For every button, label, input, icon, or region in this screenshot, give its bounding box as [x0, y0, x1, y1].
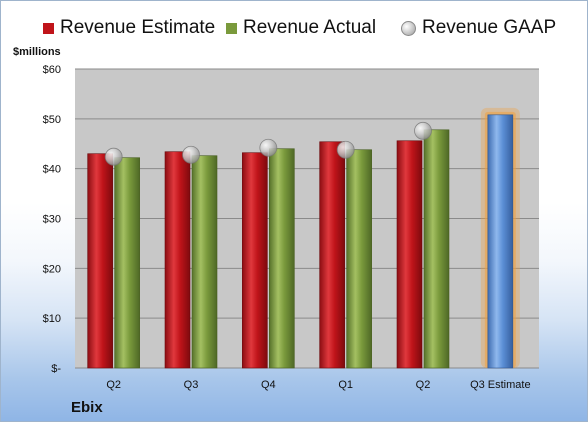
- legend-label-estimate: Revenue Estimate: [60, 17, 216, 38]
- marker-revenue-gaap: [182, 145, 200, 164]
- legend-swatch-actual: [226, 22, 237, 34]
- marker-revenue-gaap: [414, 121, 432, 140]
- legend-marker-gaap: [401, 20, 416, 36]
- legend-item-estimate: Revenue Estimate: [43, 17, 215, 39]
- bar-revenue-actual: [346, 149, 372, 369]
- bar-revenue-estimate: [396, 140, 423, 369]
- y-tick-label: $20: [43, 263, 61, 275]
- y-tick-label: $50: [43, 114, 61, 126]
- y-tick-label: $10: [43, 313, 61, 325]
- y-tick-label: $60: [43, 64, 61, 76]
- bar-revenue-actual: [191, 155, 218, 369]
- legend-item-gaap: Revenue GAAP: [401, 17, 556, 39]
- legend: Revenue Estimate Revenue Actual Revenue …: [1, 17, 587, 43]
- x-tick-label: Q3 Estimate: [470, 379, 531, 391]
- y-tick-label: $40: [43, 164, 61, 176]
- legend-label-gaap: Revenue GAAP: [422, 17, 557, 38]
- bar-revenue-actual: [114, 157, 140, 369]
- bar-q3-estimate: [487, 114, 514, 369]
- y-axis-unit-label: $millions: [13, 46, 61, 58]
- bar-revenue-estimate: [87, 153, 113, 369]
- x-tick-label: Q4: [261, 379, 276, 391]
- marker-revenue-gaap: [104, 147, 123, 166]
- x-tick-label: Q3: [184, 379, 199, 391]
- legend-swatch-estimate: [43, 22, 54, 34]
- marker-revenue-gaap: [336, 140, 355, 159]
- bar-revenue-estimate: [242, 152, 268, 369]
- y-tick-label: $30: [43, 214, 61, 226]
- company-name: Ebix: [71, 399, 103, 416]
- bar-revenue-actual: [269, 148, 295, 369]
- x-tick-label: Q2: [416, 379, 431, 391]
- x-tick-label: Q2: [106, 379, 121, 391]
- bar-revenue-actual: [423, 129, 450, 369]
- x-tick-label: Q1: [338, 379, 353, 391]
- bar-revenue-estimate: [319, 141, 345, 369]
- bar-revenue-estimate: [164, 151, 191, 369]
- legend-label-actual: Revenue Actual: [243, 17, 377, 38]
- legend-item-actual: Revenue Actual: [226, 17, 376, 39]
- y-tick-label: $-: [51, 363, 61, 375]
- marker-revenue-gaap: [259, 138, 278, 157]
